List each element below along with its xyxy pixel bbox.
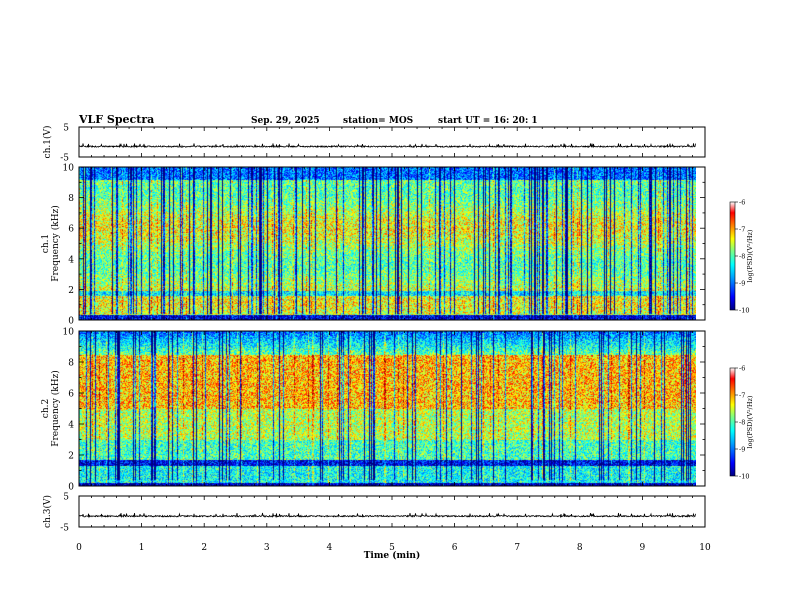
y-tick-label: 0 xyxy=(68,317,74,327)
y-tick-label: -5 xyxy=(60,524,69,534)
colorbar-tick-label: -8 xyxy=(739,419,745,427)
y-tick-label: 2 xyxy=(68,452,74,462)
x-tick-label: 0 xyxy=(76,543,82,553)
colorbar-tick-label: -6 xyxy=(739,199,745,207)
x-tick-label: 4 xyxy=(327,543,333,553)
colorbar-tick-label: -7 xyxy=(739,392,745,400)
y-tick-label: 4 xyxy=(68,421,74,431)
y-axis-label: ch.2Frequency (kHz) xyxy=(41,370,61,447)
colorbar-tick-label: -9 xyxy=(739,446,745,454)
x-tick-label: 3 xyxy=(264,543,270,553)
ch1-spectrogram-panel: 0 2 4 6 8 10 ch.1Frequency (kHz) xyxy=(41,164,706,327)
colorbar-label: log(PSD)(V²/Hz) xyxy=(746,229,754,282)
date-label: Sep. 29, 2025 xyxy=(251,116,320,126)
y-tick-label: 5 xyxy=(63,124,69,134)
y-tick-label: 10 xyxy=(63,164,75,174)
y-tick-label: 6 xyxy=(68,390,74,400)
ch2-colorbar: -6 -7 -8 -9 -10 log(PSD)(V²/Hz) xyxy=(729,365,754,481)
y-tick-label: 2 xyxy=(68,286,74,296)
colorbar-tick-label: -9 xyxy=(739,280,745,288)
waveform-trace xyxy=(78,512,696,519)
y-axis-label-line: Frequency (kHz) xyxy=(50,370,61,447)
x-tick-label: 10 xyxy=(699,543,711,553)
ch2-spectrogram-panel: 0 2 4 6 8 10 ch.2Frequency (kHz) xyxy=(41,328,706,493)
y-tick-label: 8 xyxy=(68,359,74,369)
x-tick-label: 9 xyxy=(640,543,646,553)
ch1-colorbar: -6 -7 -8 -9 -10 log(PSD)(V²/Hz) xyxy=(729,199,754,315)
ch3-waveform-panel: 5 -5 ch.3(V) xyxy=(42,493,706,534)
station-label: station= MOS xyxy=(343,116,413,126)
ch1-waveform-panel: 5 -5 ch.1(V) xyxy=(42,124,706,164)
x-tick-label: 6 xyxy=(452,543,458,553)
y-axis-label: ch.1(V) xyxy=(42,126,53,159)
x-tick-label: 2 xyxy=(201,543,207,553)
y-tick-label: 6 xyxy=(68,225,74,235)
waveform-trace xyxy=(78,142,696,149)
panel-frame xyxy=(78,495,706,528)
x-tick-label: 8 xyxy=(577,543,583,553)
colorbar-bar xyxy=(729,367,736,477)
y-axis-label: ch.1Frequency (kHz) xyxy=(41,205,61,282)
y-tick-label: 0 xyxy=(68,483,74,493)
colorbar-tick-label: -8 xyxy=(739,253,745,261)
spectrogram-image xyxy=(79,331,696,486)
colorbar-tick-label: -7 xyxy=(739,226,745,234)
x-axis-label: Time (min) xyxy=(364,550,421,561)
start-time-label: start UT = 16: 20: 1 xyxy=(438,116,538,126)
y-tick-label: 4 xyxy=(68,255,74,265)
y-tick-label: 10 xyxy=(63,328,75,338)
y-axis-label: ch.3(V) xyxy=(42,495,53,528)
y-tick-label: -5 xyxy=(60,154,69,164)
colorbar-label: log(PSD)(V²/Hz) xyxy=(746,395,754,448)
x-tick-label: 1 xyxy=(139,543,145,553)
y-axis-label-line: ch.2 xyxy=(41,399,51,418)
x-tick-label: 7 xyxy=(514,543,520,553)
x-tick-label: 5 xyxy=(389,543,395,553)
y-axis-label-line: ch.1 xyxy=(41,234,51,253)
spectrogram-image xyxy=(79,167,696,320)
panel-frame xyxy=(78,126,706,158)
y-tick-label: 5 xyxy=(63,493,69,503)
colorbar-tick-label: -6 xyxy=(739,365,745,373)
figure-title: VLF Spectra xyxy=(78,113,154,126)
y-axis-label-line: Frequency (kHz) xyxy=(50,205,61,282)
time-axis: 0 1 2 3 4 5 6 7 8 9 10 Time (min) xyxy=(76,543,711,561)
colorbar-tick-label: -10 xyxy=(739,473,749,481)
colorbar-bar xyxy=(729,201,736,311)
colorbar-tick-label: -10 xyxy=(739,307,749,315)
y-tick-label: 8 xyxy=(68,194,74,204)
